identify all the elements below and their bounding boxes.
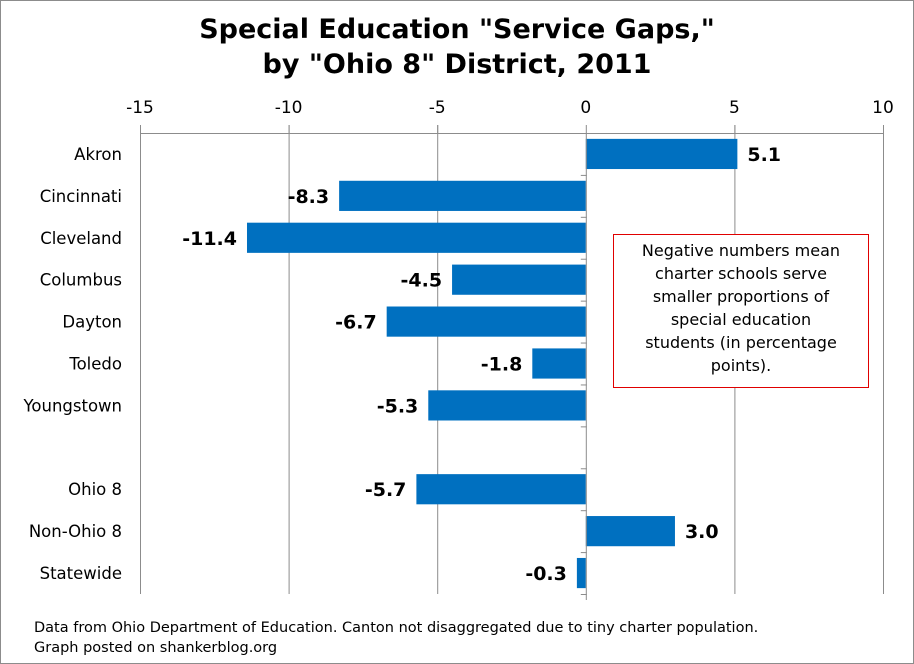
category-label: Akron [74, 145, 122, 164]
bar [416, 474, 586, 505]
x-tick-label: -15 [126, 98, 154, 118]
annotation-line: charter schools serve [655, 264, 827, 283]
category-label: Statewide [40, 564, 122, 583]
category-label: Cincinnati [40, 187, 122, 206]
bar [576, 557, 586, 589]
data-label: -8.3 [288, 186, 330, 208]
bar [386, 306, 586, 337]
category-label: Non-Ohio 8 [29, 522, 122, 541]
annotation-line: students (in percentage [645, 333, 837, 352]
annotation-line: points). [710, 356, 772, 375]
category-label: Ohio 8 [68, 480, 122, 499]
category-label: Dayton [62, 313, 122, 332]
x-tick-label: 10 [872, 98, 894, 118]
data-label: -1.8 [481, 354, 523, 376]
chart-title-line-1: Special Education "Service Gaps," [199, 14, 715, 45]
annotation-line: Negative numbers mean [641, 241, 841, 260]
x-tick-label: -10 [275, 98, 303, 118]
source-note: Data from Ohio Department of Education. … [34, 620, 759, 636]
chart-title-line-2: by "Ohio 8" District, 2011 [262, 49, 652, 80]
bar [585, 516, 675, 547]
annotation-line: special education [670, 310, 812, 329]
x-tick-label: 5 [729, 98, 740, 118]
chart-title: Special Education "Service Gaps," by "Oh… [0, 12, 914, 82]
annotation-box: Negative numbers mean charter schools se… [613, 234, 869, 388]
data-label: -0.3 [525, 563, 567, 585]
data-label: -6.7 [335, 312, 377, 334]
data-label: 5.1 [747, 144, 781, 166]
data-label: -4.5 [401, 270, 443, 292]
credit-note: Graph posted on shankerblog.org [34, 640, 278, 656]
x-tick-label: -5 [429, 98, 446, 118]
category-label: Cleveland [40, 229, 122, 248]
bar [585, 138, 738, 170]
bar [428, 390, 586, 421]
data-label: -5.3 [377, 395, 419, 417]
bar [246, 222, 586, 253]
data-label: -5.7 [365, 479, 407, 501]
bar [532, 348, 586, 379]
source-footer: Data from Ohio Department of Education. … [34, 618, 758, 658]
data-label: 3.0 [685, 521, 719, 543]
bar [339, 180, 586, 211]
category-label: Youngstown [23, 396, 122, 415]
category-label: Columbus [40, 271, 122, 290]
data-label: -11.4 [182, 228, 237, 250]
x-tick-label: 0 [580, 98, 591, 118]
annotation-line: smaller proportions of [652, 287, 830, 306]
category-label: Toledo [68, 355, 122, 374]
bar [452, 264, 586, 295]
